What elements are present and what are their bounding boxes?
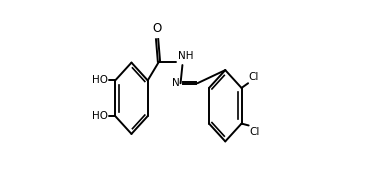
Text: O: O	[152, 22, 162, 35]
Text: HO: HO	[92, 111, 108, 121]
Text: HO: HO	[92, 75, 108, 85]
Text: NH: NH	[178, 51, 193, 61]
Text: N: N	[172, 78, 180, 88]
Text: Cl: Cl	[250, 127, 260, 137]
Text: Cl: Cl	[249, 72, 259, 82]
